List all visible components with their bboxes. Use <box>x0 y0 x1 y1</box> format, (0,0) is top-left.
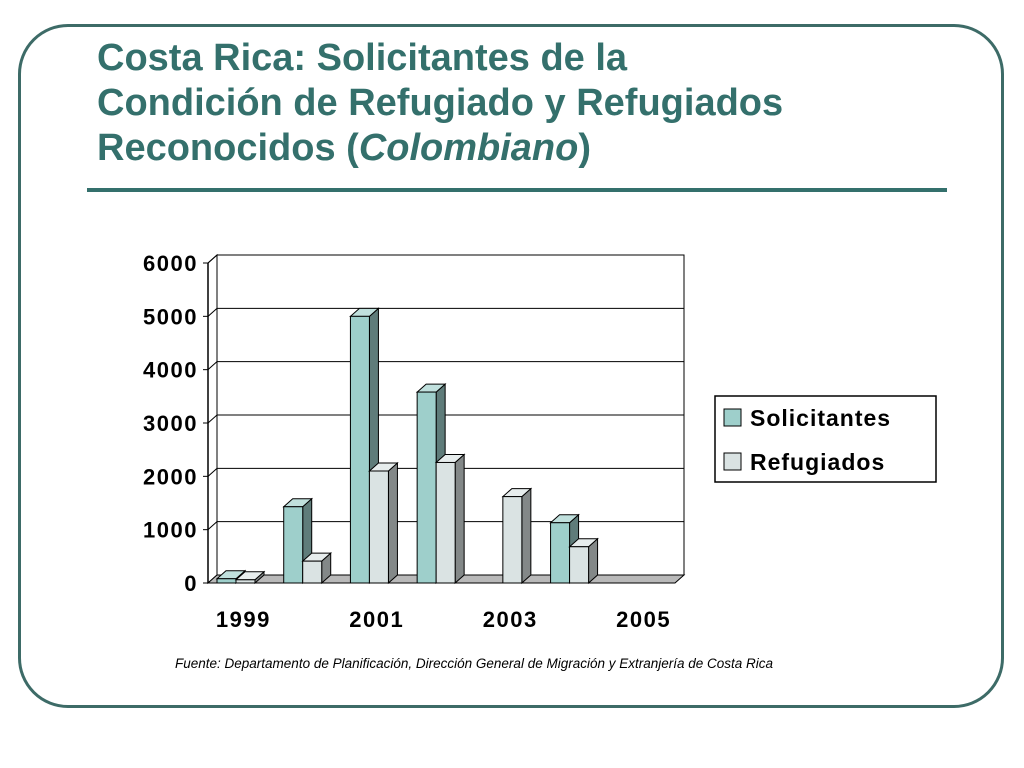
bar-refugiados-1999 <box>235 579 256 584</box>
y-tick-label: 0 <box>184 571 198 596</box>
x-tick-label-2001: 2001 <box>349 607 404 632</box>
slide-frame <box>18 24 1004 708</box>
title-line-2: Condición de Refugiado y Refugiados <box>97 82 784 124</box>
bar-solicitantes-2002 <box>416 391 437 584</box>
legend-box <box>714 395 937 483</box>
y-tick-label: 6000 <box>143 251 198 276</box>
bar-solicitantes-2001 <box>349 315 370 584</box>
bar-side-refugiados-2001 <box>387 461 398 585</box>
y-tick-label: 3000 <box>143 411 198 436</box>
y-tick-label: 1000 <box>143 518 198 543</box>
title-line-3-start: Reconocidos ( <box>97 127 359 169</box>
bar-refugiados-2003 <box>502 496 523 584</box>
legend-label-refugiados: Refugiados <box>750 449 885 475</box>
bar-refugiados-2004 <box>569 546 590 584</box>
title-underline <box>87 188 947 192</box>
title-line-1: Costa Rica: Solicitantes de la <box>97 37 628 79</box>
bar-refugiados-2001 <box>368 470 389 584</box>
legend-swatch-solicitantes <box>723 408 742 427</box>
source-note: Fuente: Departamento de Planificación, D… <box>175 656 774 671</box>
gridline-side <box>207 414 218 424</box>
y-tick-label: 2000 <box>143 464 198 489</box>
gridline-side <box>207 307 218 317</box>
bar-solicitantes-2004 <box>550 522 571 584</box>
bar-side-refugiados-2003 <box>521 487 532 585</box>
bar-refugiados-2002 <box>435 461 456 584</box>
x-tick-label-1999: 1999 <box>216 607 271 632</box>
legend-label-solicitantes: Solicitantes <box>750 405 891 431</box>
y-tick-label: 4000 <box>143 358 198 383</box>
bar-solicitantes-1999 <box>216 578 237 584</box>
title-line-3-end: ) <box>578 127 592 169</box>
y-tick-label: 5000 <box>143 304 198 329</box>
gridline-side <box>207 467 218 477</box>
slide-title: Costa Rica: Solicitantes de la Condición… <box>97 36 977 171</box>
gridline-side <box>207 254 218 264</box>
x-tick-label-2005: 2005 <box>616 607 671 632</box>
legend-swatch-refugiados <box>723 452 742 471</box>
gridline-side <box>207 361 218 371</box>
title-italic-word: Colombiano <box>358 127 579 169</box>
x-tick-label-2003: 2003 <box>483 607 538 632</box>
title-line-3: Reconocidos (Colombiano) <box>97 126 977 171</box>
gridline-side <box>207 521 218 531</box>
bar-solicitantes-2000 <box>283 506 304 584</box>
bar-refugiados-2000 <box>302 560 323 584</box>
bar-side-refugiados-2002 <box>454 453 465 585</box>
